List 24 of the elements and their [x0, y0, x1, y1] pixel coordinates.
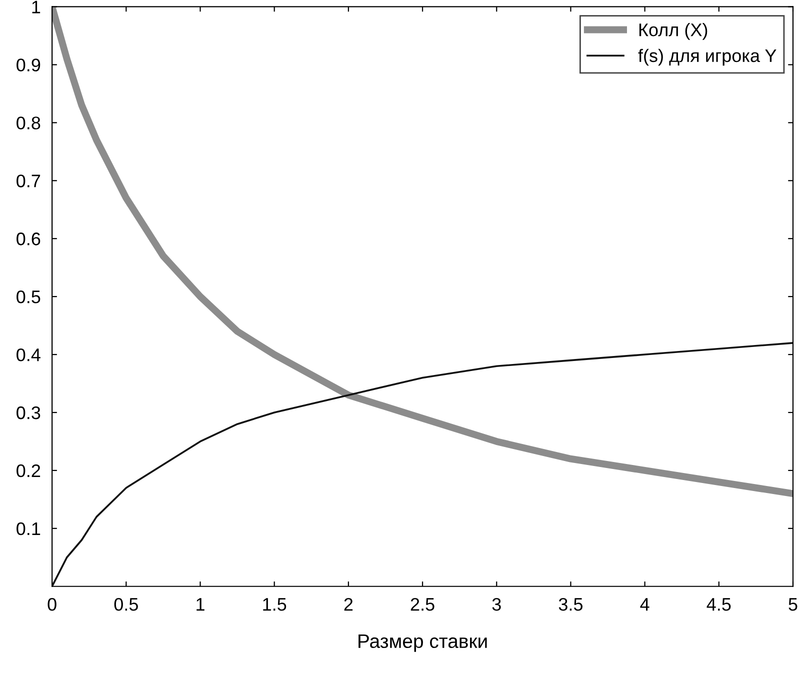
x-tick-label: 2 [344, 598, 353, 611]
x-tick-label: 5 [788, 598, 798, 611]
y-tick-label: 0.4 [16, 348, 40, 362]
legend-label: f(s) для игрока Y [638, 48, 776, 66]
x-tick-label: 1 [196, 598, 204, 611]
x-tick-label: 4.5 [706, 598, 731, 611]
x-tick-label: 3 [492, 598, 501, 611]
y-tick-label: 0.9 [16, 58, 40, 72]
x-axis-title: Размер ставки [358, 634, 487, 652]
x-tick-label: 4 [640, 598, 650, 611]
y-tick-label: 0.3 [16, 406, 40, 420]
legend-label: Колл (X) [639, 22, 708, 40]
x-tick-label: 0.5 [114, 598, 138, 611]
y-tick-label: 0.5 [16, 290, 40, 304]
y-tick-label: 0.2 [16, 464, 40, 478]
y-tick-label: 0.1 [16, 522, 40, 536]
y-tick-label: 1 [32, 0, 40, 14]
y-tick-label: 0.8 [16, 116, 40, 130]
x-tick-label: 3.5 [558, 598, 583, 611]
y-tick-label: 0.6 [16, 232, 40, 246]
y-tick-label: 0.7 [16, 174, 40, 188]
x-tick-label: 1.5 [263, 598, 286, 611]
x-tick-label: 0 [48, 598, 56, 611]
x-tick-label: 2.5 [410, 598, 434, 611]
